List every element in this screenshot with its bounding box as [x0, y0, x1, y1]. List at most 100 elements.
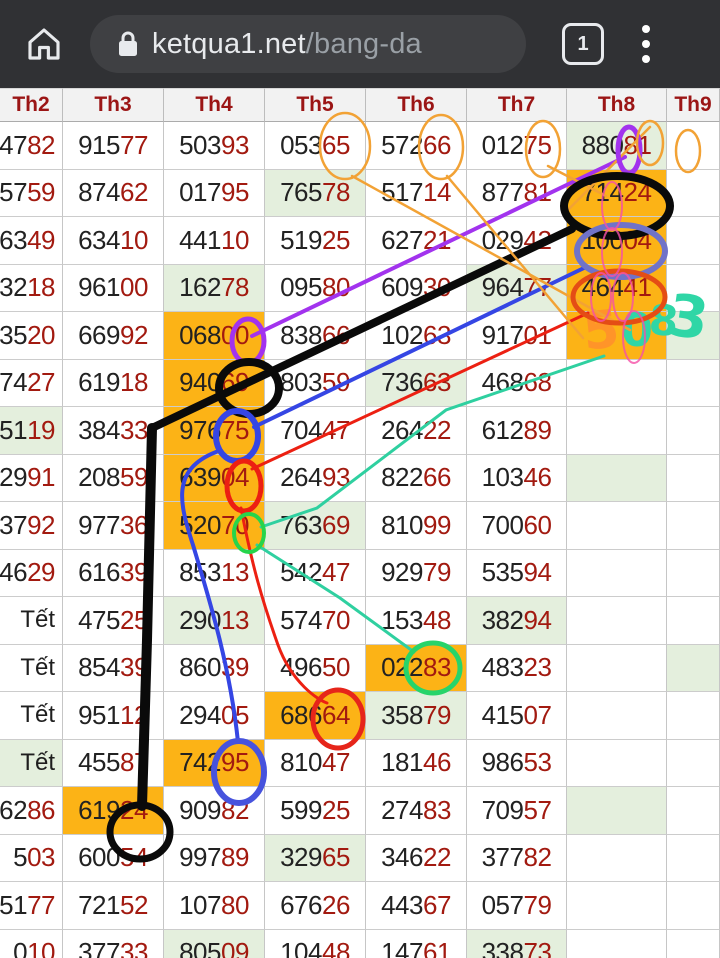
table-cell: 464 41: [567, 264, 667, 312]
table-cell: [667, 217, 720, 265]
table-cell: 415 07: [467, 692, 567, 740]
table-cell: Tết: [0, 739, 63, 787]
table-cell: 5 03: [0, 834, 63, 882]
table-cell: 676 26: [265, 882, 366, 930]
table-cell: [667, 929, 720, 958]
table-cell: 46 29: [0, 549, 63, 597]
table-cell: [667, 882, 720, 930]
table-cell: 736 63: [366, 359, 467, 407]
table-cell: 329 65: [265, 834, 366, 882]
column-header-th9: Th9: [667, 88, 720, 122]
table-cell: 853 13: [164, 549, 265, 597]
table-cell: 35 20: [0, 312, 63, 360]
table-cell: [667, 739, 720, 787]
table-cell: [567, 597, 667, 645]
table-cell: 709 57: [467, 787, 567, 835]
table-cell: [567, 739, 667, 787]
table-cell: 542 47: [265, 549, 366, 597]
table-cell: [567, 549, 667, 597]
table-cell: 765 78: [265, 169, 366, 217]
table-cell: 147 61: [366, 929, 467, 958]
table-cell: 377 82: [467, 834, 567, 882]
column-header-th5: Th5: [265, 88, 366, 122]
table-cell: 62 86: [0, 787, 63, 835]
table-cell: 616 39: [63, 549, 164, 597]
table-cell: 763 69: [265, 502, 366, 550]
table-cell: 496 50: [265, 644, 366, 692]
table-cell: 810 47: [265, 739, 366, 787]
home-icon: [28, 28, 60, 60]
table-cell: [667, 787, 720, 835]
table-cell: 700 60: [467, 502, 567, 550]
column-header-th3: Th3: [63, 88, 164, 122]
table-cell: 057 79: [467, 882, 567, 930]
tab-count: 1: [577, 32, 589, 55]
table-cell: 103 46: [467, 454, 567, 502]
table-cell: 74 27: [0, 359, 63, 407]
table-cell: [567, 787, 667, 835]
table-cell: 627 21: [366, 217, 467, 265]
table-cell: 805 09: [164, 929, 265, 958]
table-cell: 0 10: [0, 929, 63, 958]
table-cell: 468 68: [467, 359, 567, 407]
table-cell: 634 10: [63, 217, 164, 265]
table-cell: 012 75: [467, 122, 567, 170]
table-cell: 100 04: [567, 217, 667, 265]
table-cell: 612 89: [467, 407, 567, 455]
table-cell: 686 64: [265, 692, 366, 740]
table-cell: 208 59: [63, 454, 164, 502]
table-cell: [667, 407, 720, 455]
table-cell: 721 52: [63, 882, 164, 930]
table-cell: 153 48: [366, 597, 467, 645]
table-cell: 874 62: [63, 169, 164, 217]
table-cell: 822 66: [366, 454, 467, 502]
home-button[interactable]: [12, 12, 76, 76]
table-cell: [667, 644, 720, 692]
table-cell: 704 47: [265, 407, 366, 455]
table-cell: 104 48: [265, 929, 366, 958]
column-header-th7: Th7: [467, 88, 567, 122]
table-cell: 017 95: [164, 169, 265, 217]
table-cell: 264 22: [366, 407, 467, 455]
lock-icon: [116, 30, 140, 58]
table-cell: [567, 834, 667, 882]
table-cell: 338 73: [467, 929, 567, 958]
table-cell: 669 92: [63, 312, 164, 360]
kebab-dot: [642, 25, 650, 33]
column-header-th6: Th6: [366, 88, 467, 122]
table-cell: 940 69: [164, 359, 265, 407]
table-cell: 619 24: [63, 787, 164, 835]
kebab-dot: [642, 55, 650, 63]
tab-switcher-button[interactable]: 1: [562, 23, 604, 65]
lottery-results-table: Th2 Th3 Th4 Th5 Th6 Th7 Th8 Th9 47 82 915 77 503 93 05…: [0, 88, 720, 958]
table-cell: 503 93: [164, 122, 265, 170]
table-cell: 520 70: [164, 502, 265, 550]
table-cell: 32 18: [0, 264, 63, 312]
table-cell: 951 12: [63, 692, 164, 740]
table-cell: 274 83: [366, 787, 467, 835]
table-cell: 639 04: [164, 454, 265, 502]
table-cell: [567, 502, 667, 550]
table-cell: 810 99: [366, 502, 467, 550]
table-cell: 517 14: [366, 169, 467, 217]
browser-menu-button[interactable]: [642, 25, 650, 63]
table-cell: 346 22: [366, 834, 467, 882]
table-cell: [567, 454, 667, 502]
table-cell: 961 00: [63, 264, 164, 312]
table-cell: 264 93: [265, 454, 366, 502]
table-cell: [567, 359, 667, 407]
table-cell: 47 82: [0, 122, 63, 170]
table-cell: 572 66: [366, 122, 467, 170]
table-cell: [667, 122, 720, 170]
table-cell: 441 10: [164, 217, 265, 265]
url-bar[interactable]: ketqua1.net/bang-da: [90, 15, 526, 73]
table-cell: 742 95: [164, 739, 265, 787]
table-cell: 977 36: [63, 502, 164, 550]
browser-toolbar: ketqua1.net/bang-da 1: [0, 0, 720, 88]
table-cell: 854 39: [63, 644, 164, 692]
table-cell: 102 63: [366, 312, 467, 360]
table-cell: 909 82: [164, 787, 265, 835]
table-cell: 377 33: [63, 929, 164, 958]
table-cell: Tết: [0, 597, 63, 645]
